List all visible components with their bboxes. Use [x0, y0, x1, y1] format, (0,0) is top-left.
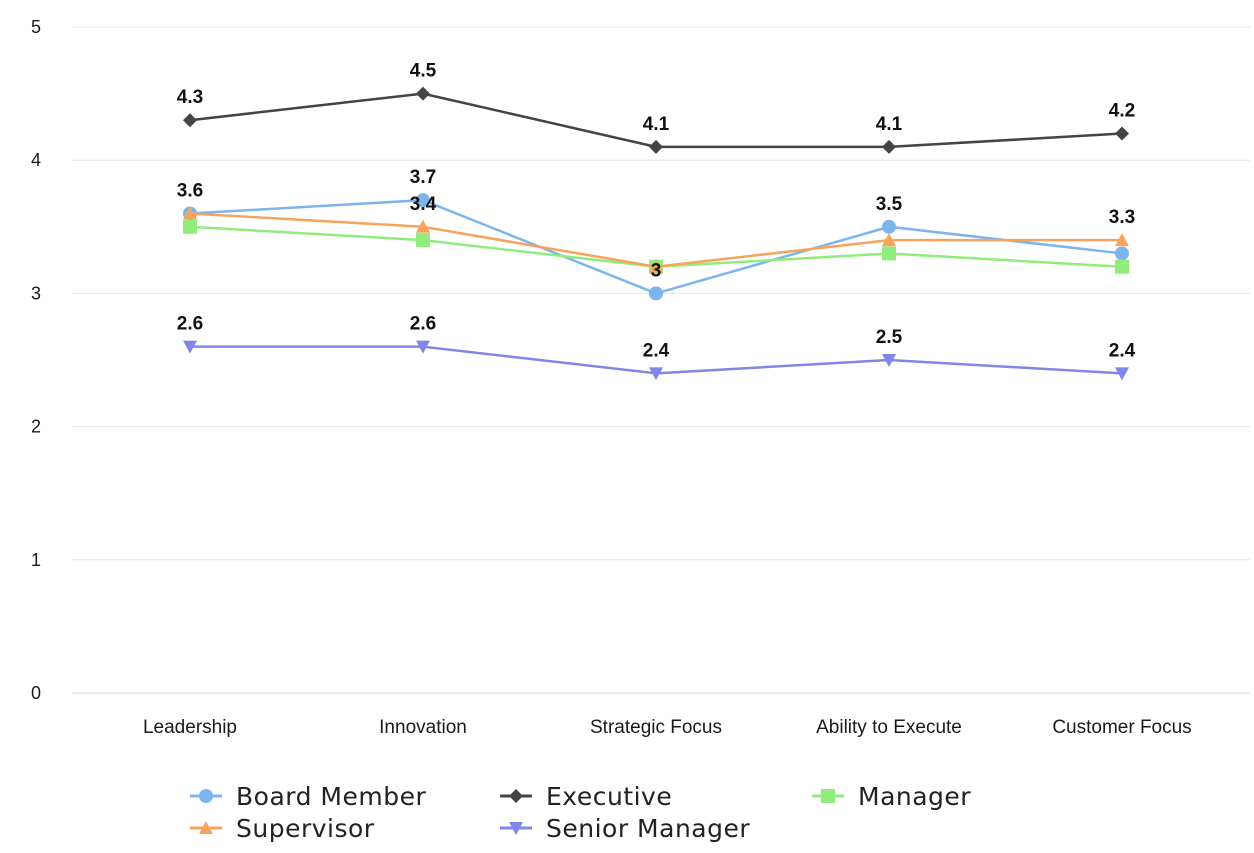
- data-label-board-member: 3.6: [177, 180, 203, 201]
- data-label-supervisor: 3.4: [410, 194, 437, 215]
- y-tick-label: 2: [31, 417, 41, 437]
- data-label-executive: 4.3: [177, 87, 203, 108]
- data-label-supervisor: 3.3: [1109, 207, 1135, 228]
- data-point-board-member[interactable]: [882, 219, 896, 234]
- y-tick-label: 3: [31, 283, 41, 303]
- y-tick-label: 4: [31, 150, 41, 170]
- x-category-label: Innovation: [379, 717, 467, 738]
- data-point-board-member[interactable]: [416, 193, 430, 208]
- data-label-board-member: 3.7: [410, 167, 436, 188]
- data-point-executive[interactable]: [416, 86, 430, 101]
- data-label-executive: 4.1: [876, 114, 903, 135]
- data-label-senior-manager: 2.4: [643, 340, 670, 361]
- x-category-label: Customer Focus: [1052, 717, 1191, 738]
- legend-label: Board Member: [236, 782, 426, 811]
- x-category-label: Leadership: [143, 717, 237, 738]
- data-point-manager[interactable]: [1115, 259, 1129, 274]
- legend-item-senior-manager[interactable]: Senior Manager: [500, 814, 750, 843]
- data-point-executive[interactable]: [183, 113, 197, 128]
- y-tick-label: 1: [31, 550, 41, 570]
- legend-marker-circle-icon: [199, 789, 213, 803]
- legend-item-board-member[interactable]: Board Member: [190, 782, 426, 811]
- data-label-senior-manager: 2.6: [410, 314, 436, 335]
- legend-label: Manager: [858, 782, 971, 811]
- series-board-member: [183, 193, 1129, 301]
- x-category-label: Ability to Execute: [816, 717, 962, 738]
- data-point-board-member[interactable]: [649, 286, 663, 301]
- data-label-executive: 4.2: [1109, 101, 1135, 122]
- x-category-label: Strategic Focus: [590, 717, 722, 738]
- data-point-manager[interactable]: [183, 219, 197, 234]
- data-point-senior-manager[interactable]: [416, 340, 430, 354]
- data-labels: 3.6 3.7 3 3.5 4.3 4.5 4.1 4.1 4.2 3.4 3.3 2.6 2.6 2.4…: [177, 61, 1136, 362]
- legend-marker-triangle-down-icon: [509, 822, 523, 835]
- data-label-senior-manager: 2.6: [177, 314, 203, 335]
- legend-label: Supervisor: [236, 814, 375, 843]
- y-tick-label: 0: [31, 683, 41, 703]
- data-point-executive[interactable]: [1115, 126, 1129, 141]
- series-executive: [183, 86, 1129, 154]
- data-label-board-member: 3.5: [876, 194, 903, 215]
- legend-item-supervisor[interactable]: Supervisor: [190, 814, 375, 843]
- data-label-senior-manager: 2.5: [876, 327, 903, 348]
- data-label-board-member: 3: [651, 260, 662, 281]
- y-axis-ticks: 0 1 2 3 4 5: [31, 17, 41, 703]
- series-lines: [183, 86, 1129, 381]
- data-point-supervisor[interactable]: [416, 219, 430, 233]
- data-point-board-member[interactable]: [1115, 246, 1129, 261]
- data-label-senior-manager: 2.4: [1109, 340, 1136, 361]
- legend-marker-diamond-icon: [509, 789, 523, 803]
- data-point-senior-manager[interactable]: [1115, 367, 1129, 381]
- data-point-executive[interactable]: [649, 139, 663, 154]
- data-point-executive[interactable]: [882, 139, 896, 154]
- legend-label: Executive: [546, 782, 672, 811]
- data-point-supervisor[interactable]: [1115, 233, 1129, 247]
- gridlines: [72, 26, 1250, 694]
- legend-label: Senior Manager: [546, 814, 750, 843]
- data-point-senior-manager[interactable]: [183, 340, 197, 354]
- legend-item-manager[interactable]: Manager: [812, 782, 971, 811]
- data-label-executive: 4.1: [643, 114, 670, 135]
- data-point-manager[interactable]: [882, 246, 896, 261]
- legend-marker-triangle-icon: [199, 821, 213, 834]
- legend: Board Member Executive Manager Supervisor Se…: [190, 782, 971, 843]
- data-label-executive: 4.5: [410, 61, 437, 82]
- legend-marker-square-icon: [821, 789, 835, 803]
- series-senior-manager: [183, 340, 1129, 381]
- data-point-supervisor[interactable]: [649, 259, 663, 273]
- x-axis-categories: Leadership Innovation Strategic Focus Abili…: [143, 717, 1192, 738]
- y-tick-label: 5: [31, 17, 41, 37]
- data-point-senior-manager[interactable]: [649, 367, 663, 381]
- data-point-senior-manager[interactable]: [882, 354, 896, 367]
- legend-item-executive[interactable]: Executive: [500, 782, 672, 811]
- data-point-supervisor[interactable]: [183, 206, 197, 220]
- series-supervisor: [183, 206, 1129, 273]
- data-point-manager[interactable]: [416, 233, 430, 248]
- data-point-supervisor[interactable]: [882, 233, 896, 247]
